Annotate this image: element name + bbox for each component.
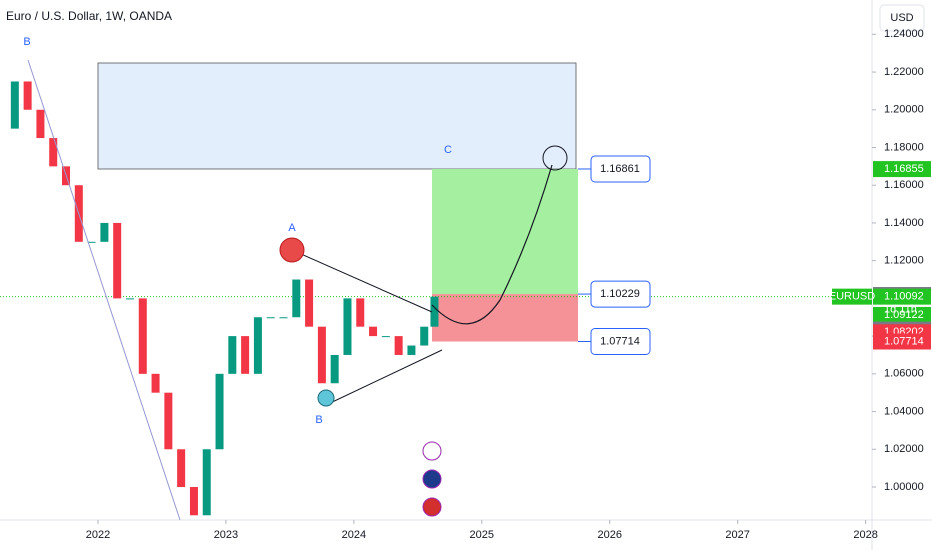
symbol-tag [832, 288, 872, 305]
zone-box [97, 62, 577, 170]
candle [394, 336, 403, 355]
price-tag [873, 333, 931, 350]
y-tick-label: 1.12000 [884, 255, 924, 267]
candle [356, 298, 365, 327]
y-tick-label: 1.00000 [884, 481, 924, 493]
level-box [590, 155, 651, 183]
price-tag [873, 306, 931, 323]
triangle-lower [325, 349, 443, 406]
y-tick-label: 1.24000 [884, 28, 924, 40]
x-tick-label: 2028 [853, 529, 877, 541]
candle [241, 336, 250, 374]
currency-button[interactable] [879, 4, 925, 32]
x-tick-label: 2026 [597, 529, 621, 541]
label-b-top: B [23, 36, 30, 48]
profit-zone [432, 168, 578, 295]
symbol-title: Euro / U.S. Dollar, 1W, OANDA [6, 9, 172, 23]
candle [228, 336, 237, 374]
price-tag-label: 1.09122 [884, 309, 924, 321]
candle [113, 222, 122, 299]
candle [23, 81, 32, 110]
candle [202, 449, 211, 516]
price-tag [873, 288, 931, 305]
y-tick-label: 1.02000 [884, 443, 924, 455]
target-circle [542, 145, 568, 171]
event-icon[interactable] [422, 441, 442, 461]
candle [266, 317, 275, 319]
label-c: C [444, 144, 452, 156]
price-tag-label: 1.07714 [884, 335, 924, 347]
candle [381, 336, 390, 338]
x-tick-label: 2022 [86, 529, 110, 541]
candle [100, 222, 109, 242]
candle [407, 345, 416, 355]
price-tag-label: 1.16855 [884, 163, 924, 175]
candle [317, 326, 326, 384]
candle [330, 354, 339, 384]
candle [177, 449, 186, 487]
y-tick-label: 1.20000 [884, 104, 924, 116]
candle [292, 279, 301, 318]
loss-zone [432, 294, 578, 342]
point-b [317, 389, 335, 407]
candle [151, 373, 160, 393]
projection-arrow [431, 164, 553, 325]
currency-label: USD [890, 12, 913, 24]
label-a: A [288, 222, 296, 234]
event-icon[interactable] [422, 469, 442, 489]
candle [279, 317, 288, 319]
triangle-upper [291, 249, 433, 313]
level-box [590, 327, 651, 355]
price-tag [873, 161, 931, 178]
y-tick-label: 1.06000 [884, 368, 924, 380]
candle [369, 326, 378, 337]
x-tick-label: 2025 [470, 529, 494, 541]
symbol-tag-label: EURUSD [829, 291, 876, 303]
candle [430, 296, 439, 327]
point-a [279, 237, 305, 263]
x-tick-label: 2024 [342, 529, 366, 541]
candle [49, 138, 58, 167]
y-tick-label: 1.22000 [884, 66, 924, 78]
x-tick-label: 2023 [214, 529, 238, 541]
y-tick-label: 1.18000 [884, 141, 924, 153]
level-label: 1.07714 [600, 335, 640, 347]
y-tick-label: 1.04000 [884, 405, 924, 417]
countdown: 1d 11h [884, 304, 917, 316]
y-tick-label: 1.16000 [884, 179, 924, 191]
candle [138, 298, 147, 374]
candle [305, 279, 314, 327]
price-tag-label: 1.10092 [884, 291, 924, 303]
candle [189, 486, 198, 516]
candle [36, 109, 45, 139]
candle [420, 326, 429, 346]
candle [10, 81, 19, 129]
x-tick-label: 2027 [725, 529, 749, 541]
level-box [590, 280, 651, 308]
trend-line [27, 59, 181, 521]
candle [125, 298, 134, 300]
level-label: 1.10229 [600, 288, 640, 300]
event-icon[interactable] [422, 497, 442, 517]
candle [215, 373, 224, 450]
candle [253, 317, 262, 374]
y-tick-label: 1.14000 [884, 217, 924, 229]
candle [343, 298, 352, 355]
label-b: B [315, 414, 322, 426]
level-label: 1.16861 [600, 163, 640, 175]
candle [164, 392, 173, 450]
candle [87, 241, 96, 243]
